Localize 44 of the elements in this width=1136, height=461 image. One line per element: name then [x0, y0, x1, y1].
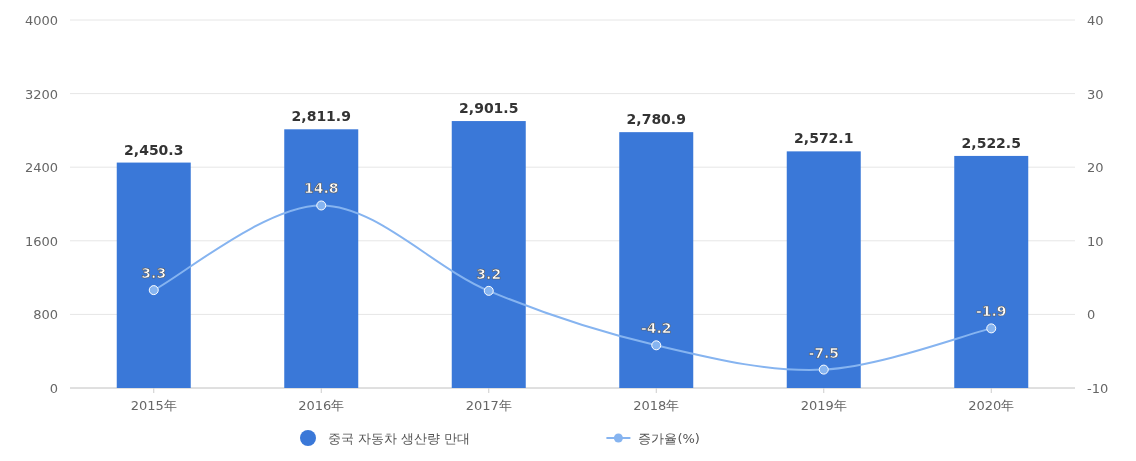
y-tick-label: 1600	[24, 233, 58, 249]
y2-tick-label: -10	[1087, 381, 1109, 396]
x-tick-label: 2017年	[465, 398, 512, 413]
x-tick-label: 2016年	[298, 398, 345, 413]
point	[316, 200, 327, 211]
data-label: 3.2	[476, 265, 502, 282]
data-label: 2,450.3	[124, 141, 184, 158]
data-label: -4.2	[640, 320, 672, 337]
point	[986, 323, 997, 334]
y-tick-label: 2400	[24, 160, 58, 176]
data-label: 2,901.5	[459, 100, 519, 117]
y-tick-label: 800	[33, 307, 58, 323]
bar	[786, 151, 861, 388]
point	[148, 285, 159, 296]
bar	[954, 155, 1029, 388]
x-tick-label: 2019年	[800, 398, 847, 413]
data-label: 2,780.9	[626, 111, 686, 128]
data-label: 14.8	[303, 180, 339, 197]
data-label: -7.5	[808, 344, 840, 361]
y-tick-label: 3200	[24, 86, 58, 102]
y2-tick-label: 20	[1087, 160, 1104, 176]
data-label: 3.3	[141, 265, 167, 282]
x-tick-label: 2020年	[968, 398, 1015, 413]
point	[651, 340, 662, 351]
legend-label: 증가율(%)	[638, 431, 700, 446]
data-label: 2,572.1	[794, 130, 854, 147]
bar	[284, 129, 359, 388]
point	[818, 364, 829, 375]
data-label: 2,811.9	[291, 108, 351, 125]
y2-tick-label: 10	[1087, 233, 1104, 249]
x-tick-label: 2015年	[130, 398, 177, 413]
legend-label: 중국 자동차 생산량 만대	[328, 431, 471, 446]
bar	[619, 132, 694, 388]
bar	[116, 162, 191, 388]
y2-tick-label: 0	[1087, 307, 1096, 323]
y2-tick-label: 30	[1087, 86, 1104, 102]
y-tick-label: 4000	[24, 13, 58, 28]
data-label: 2,522.5	[961, 134, 1021, 151]
data-label: -1.9	[975, 303, 1007, 320]
y2-tick-label: 40	[1087, 13, 1104, 28]
bar	[451, 121, 526, 388]
y-tick-label: 0	[49, 381, 58, 396]
point	[483, 285, 494, 296]
x-tick-label: 2018年	[633, 398, 680, 413]
